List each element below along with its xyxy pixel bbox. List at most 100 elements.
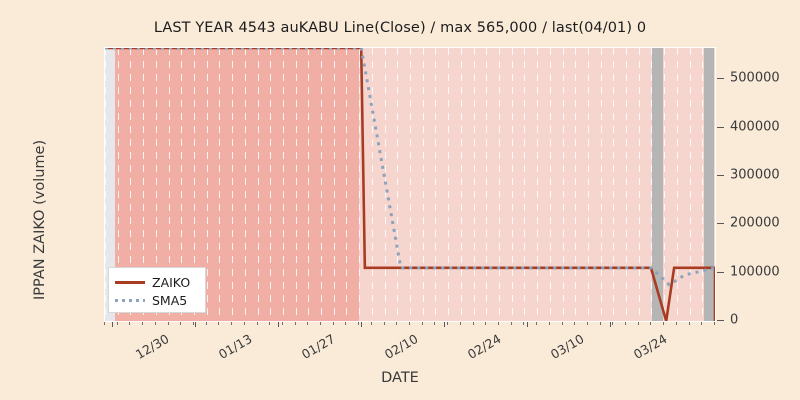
region-gray-band-1 xyxy=(652,48,663,321)
gridline-vertical xyxy=(600,48,602,321)
y-tick-mark xyxy=(717,271,724,273)
legend-swatch-zaiko xyxy=(115,276,145,288)
gridline-vertical xyxy=(410,48,411,321)
x-tick-minor xyxy=(447,322,449,325)
x-tick-label: 01/27 xyxy=(298,331,338,363)
x-tick-minor xyxy=(663,322,665,325)
x-tick-minor xyxy=(129,322,131,325)
x-tick-minor xyxy=(167,322,169,325)
gridline-vertical xyxy=(435,48,437,321)
x-tick-minor xyxy=(358,322,360,325)
x-tick-minor xyxy=(548,322,550,325)
region-left-gray-margin xyxy=(105,48,115,321)
legend-label: ZAIKO xyxy=(152,274,191,290)
chart-title: LAST YEAR 4543 auKABU Line(Close) / max … xyxy=(153,20,647,36)
gridline-vertical xyxy=(206,48,208,321)
gridline-vertical xyxy=(676,48,678,321)
x-tick-mark xyxy=(194,322,196,327)
gridline-vertical xyxy=(613,48,615,321)
x-tick-minor xyxy=(294,322,296,325)
gridline-vertical xyxy=(397,48,399,321)
gridline-vertical xyxy=(321,48,323,321)
x-tick-minor xyxy=(218,322,220,325)
gridline-vertical xyxy=(511,48,513,321)
x-tick-minor xyxy=(154,322,156,325)
gridline-vertical xyxy=(715,48,716,321)
x-tick-minor xyxy=(320,322,322,325)
legend-item-sma5[interactable]: SMA5 xyxy=(115,291,199,309)
gridline-vertical xyxy=(117,48,119,321)
series-line-zaiko xyxy=(105,48,715,321)
x-tick-mark xyxy=(360,322,362,327)
x-tick-minor xyxy=(472,322,474,325)
gridline-vertical xyxy=(295,48,297,321)
gridline-vertical xyxy=(257,48,259,321)
x-tick-minor xyxy=(409,322,410,325)
y-tick-mark xyxy=(717,78,724,80)
gridline-vertical xyxy=(689,48,691,321)
x-tick-minor xyxy=(599,322,601,325)
gridline-vertical xyxy=(664,48,666,321)
x-tick-minor xyxy=(396,322,398,325)
legend-item-zaiko[interactable]: ZAIKO xyxy=(115,273,199,291)
x-tick-minor xyxy=(269,322,271,325)
legend-swatch-sma5 xyxy=(115,294,145,306)
x-tick-minor xyxy=(625,322,627,325)
x-tick-minor xyxy=(510,322,512,325)
x-tick-minor xyxy=(675,322,677,325)
gridline-vertical xyxy=(346,48,348,321)
x-tick-mark xyxy=(609,322,611,327)
x-tick-minor xyxy=(383,322,385,325)
x-tick-minor xyxy=(345,322,347,325)
gridline-vertical xyxy=(244,48,246,321)
x-tick-mark xyxy=(277,322,279,327)
y-tick-mark xyxy=(717,175,724,177)
x-tick-minor xyxy=(231,322,233,325)
series-layer xyxy=(105,48,715,321)
gridline-vertical xyxy=(448,48,450,321)
gridline-vertical xyxy=(333,48,335,321)
gridline-vertical xyxy=(575,48,577,321)
y-tick-label: 100000 xyxy=(730,264,780,280)
series-line-sma5 xyxy=(105,48,715,287)
x-tick-label: 02/10 xyxy=(381,331,421,363)
gridline-vertical xyxy=(155,48,157,321)
gridline-vertical xyxy=(524,48,526,321)
x-tick-minor xyxy=(307,322,309,325)
gridline-vertical xyxy=(498,48,500,321)
gridline-vertical xyxy=(486,48,488,321)
gridline-vertical xyxy=(537,48,539,321)
gridline-vertical xyxy=(181,48,183,321)
gridline-vertical xyxy=(308,48,310,321)
x-tick-minor xyxy=(370,322,372,325)
x-tick-minor xyxy=(459,322,461,325)
x-tick-minor xyxy=(688,322,690,325)
gridline-vertical xyxy=(371,48,373,321)
gridline-vertical xyxy=(270,48,272,321)
x-tick-label: 02/24 xyxy=(464,331,504,363)
x-tick-minor xyxy=(650,322,652,325)
x-tick-minor xyxy=(701,322,703,325)
x-tick-mark xyxy=(112,322,113,327)
x-tick-minor xyxy=(612,322,614,325)
x-tick-minor xyxy=(714,322,715,325)
x-tick-minor xyxy=(497,322,499,325)
x-tick-label: 01/13 xyxy=(215,331,255,363)
gridline-vertical xyxy=(359,48,361,321)
gridline-vertical xyxy=(549,48,551,321)
gridline-vertical xyxy=(651,48,653,321)
gridline-vertical xyxy=(626,48,628,321)
gridline-vertical xyxy=(193,48,195,321)
x-tick-minor xyxy=(142,322,144,325)
gridline-vertical xyxy=(702,48,704,321)
x-tick-label: 03/24 xyxy=(630,331,670,363)
x-tick-mark xyxy=(526,322,528,327)
x-tick-label: 03/10 xyxy=(547,331,587,363)
y-tick-label: 0 xyxy=(730,312,739,328)
x-tick-minor xyxy=(256,322,258,325)
y-tick-mark xyxy=(717,223,724,225)
x-tick-minor xyxy=(637,322,639,325)
y-tick-label: 400000 xyxy=(730,119,780,135)
gridline-vertical xyxy=(130,48,132,321)
